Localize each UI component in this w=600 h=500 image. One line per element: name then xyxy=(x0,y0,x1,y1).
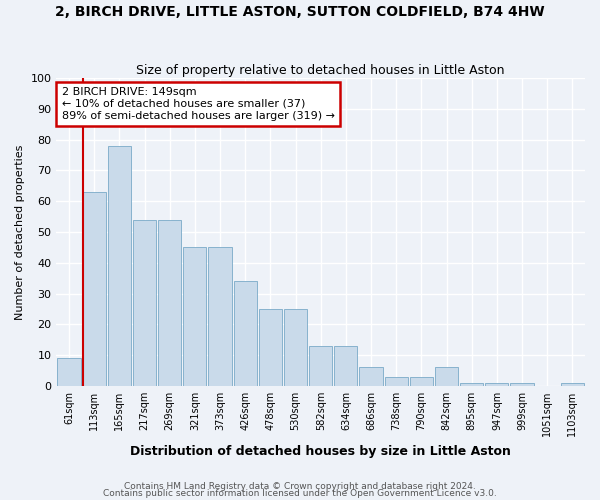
Bar xyxy=(410,376,433,386)
Bar xyxy=(208,248,232,386)
Text: 2, BIRCH DRIVE, LITTLE ASTON, SUTTON COLDFIELD, B74 4HW: 2, BIRCH DRIVE, LITTLE ASTON, SUTTON COL… xyxy=(55,5,545,19)
Bar xyxy=(460,383,484,386)
Title: Size of property relative to detached houses in Little Aston: Size of property relative to detached ho… xyxy=(136,64,505,77)
Bar xyxy=(334,346,358,386)
Bar xyxy=(259,309,282,386)
Bar xyxy=(183,248,206,386)
Text: 2 BIRCH DRIVE: 149sqm
← 10% of detached houses are smaller (37)
89% of semi-deta: 2 BIRCH DRIVE: 149sqm ← 10% of detached … xyxy=(62,88,335,120)
Bar xyxy=(511,383,533,386)
Bar xyxy=(561,383,584,386)
Y-axis label: Number of detached properties: Number of detached properties xyxy=(15,144,25,320)
Bar xyxy=(58,358,80,386)
Bar xyxy=(158,220,181,386)
X-axis label: Distribution of detached houses by size in Little Aston: Distribution of detached houses by size … xyxy=(130,444,511,458)
Bar xyxy=(284,309,307,386)
Bar xyxy=(133,220,156,386)
Text: Contains public sector information licensed under the Open Government Licence v3: Contains public sector information licen… xyxy=(103,490,497,498)
Bar xyxy=(233,282,257,386)
Text: Contains HM Land Registry data © Crown copyright and database right 2024.: Contains HM Land Registry data © Crown c… xyxy=(124,482,476,491)
Bar xyxy=(83,192,106,386)
Bar xyxy=(108,146,131,386)
Bar xyxy=(309,346,332,386)
Bar xyxy=(435,368,458,386)
Bar xyxy=(385,376,408,386)
Bar xyxy=(359,368,383,386)
Bar xyxy=(485,383,508,386)
